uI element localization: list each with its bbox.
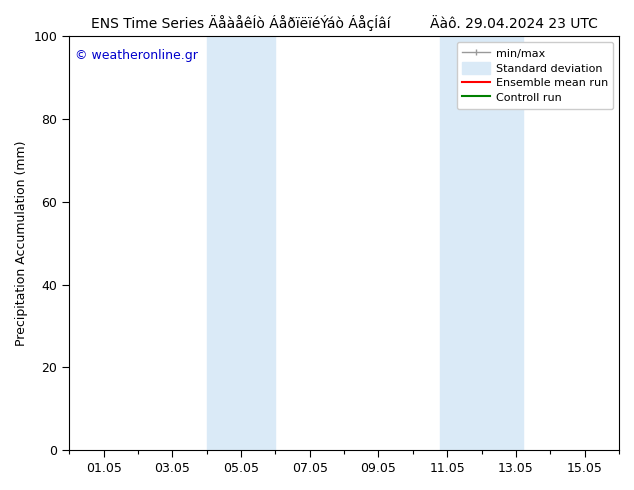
Legend: min/max, Standard deviation, Ensemble mean run, Controll run: min/max, Standard deviation, Ensemble me…: [456, 42, 614, 109]
Bar: [207, 36, 275, 450]
Y-axis label: Precipitation Accumulation (mm): Precipitation Accumulation (mm): [15, 141, 28, 346]
Bar: [441, 36, 523, 450]
Text: © weatheronline.gr: © weatheronline.gr: [75, 49, 198, 62]
Title: ENS Time Series ÄåàåêÍò ÁåðïëïéÝáò ÁåçÍâí         Äàô. 29.04.2024 23 UTC: ENS Time Series ÄåàåêÍò ÁåðïëïéÝáò ÁåçÍâ…: [91, 15, 598, 31]
